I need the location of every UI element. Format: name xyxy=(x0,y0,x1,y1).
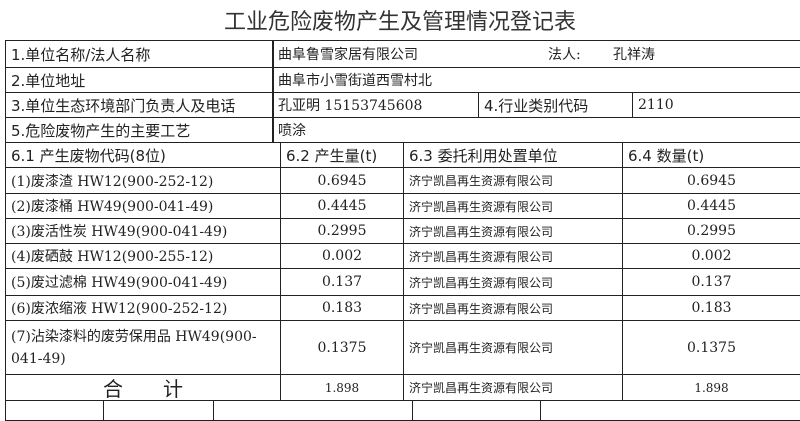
table-row-cell: 0.2995 xyxy=(622,218,800,244)
table-row-cell: 0.183 xyxy=(280,295,404,321)
process-value: 喷涂 xyxy=(272,117,800,143)
empty-cell xyxy=(103,400,214,421)
table-row-cell: 0.4445 xyxy=(280,193,404,219)
table-row-cell: 0.4445 xyxy=(622,193,800,219)
total-row-cell: 济宁凯昌再生资源有限公司 xyxy=(403,374,623,401)
name-label: 1.单位名称/法人名称 xyxy=(5,40,274,68)
industry-value: 2110 xyxy=(632,92,800,118)
column-header: 6.2 产生量(t) xyxy=(280,142,404,168)
empty-cell xyxy=(213,400,413,421)
contact-value: 孔亚明 15153745608 xyxy=(272,92,479,118)
column-header: 6.3 委托利用处置单位 xyxy=(403,142,623,168)
table-row-cell: 0.002 xyxy=(622,243,800,269)
address-value: 曲阜市小雪街道西雪村北 xyxy=(272,67,800,93)
total-row-cell: 1.898 xyxy=(622,374,800,401)
table-row-cell: 0.6945 xyxy=(280,167,404,194)
table-row-cell: 0.137 xyxy=(622,268,800,296)
table-row-cell: 0.002 xyxy=(280,243,404,269)
total-row-cell: 合 计 xyxy=(5,374,281,401)
table-row-cell: 济宁凯昌再生资源有限公司 xyxy=(403,295,623,321)
table-row-cell: 济宁凯昌再生资源有限公司 xyxy=(403,218,623,244)
table-row-cell: 济宁凯昌再生资源有限公司 xyxy=(403,320,623,375)
column-header: 6.4 数量(t) xyxy=(622,142,800,168)
table-row-cell: 济宁凯昌再生资源有限公司 xyxy=(403,268,623,296)
table-row-cell: (4)废硒鼓 HW12(900-255-12) xyxy=(5,243,281,269)
table-row-cell: 0.6945 xyxy=(622,167,800,194)
page-title: 工业危险废物产生及管理情况登记表 xyxy=(223,10,576,35)
table-row-cell: (5)废过滤棉 HW49(900-041-49) xyxy=(5,268,281,296)
empty-cell xyxy=(540,400,800,421)
legal-label: 法人: xyxy=(548,47,581,63)
total-row-cell: 1.898 xyxy=(280,374,404,401)
table-row-cell: (7)沾染漆料的废劳保用品 HW49(900-041-49) xyxy=(5,320,281,375)
table-row-cell: 济宁凯昌再生资源有限公司 xyxy=(403,243,623,269)
column-header: 6.1 产生废物代码(8位) xyxy=(5,142,281,168)
table-row-cell: 济宁凯昌再生资源有限公司 xyxy=(403,167,623,194)
contact-label: 3.单位生态环境部门负责人及电话 xyxy=(5,92,274,118)
empty-cell xyxy=(412,400,541,421)
address-label: 2.单位地址 xyxy=(5,67,274,93)
table-row-cell: 0.1375 xyxy=(622,320,800,375)
industry-label: 4.行业类别代码 xyxy=(478,92,633,118)
table-row-cell: 0.183 xyxy=(622,295,800,321)
table-row-cell: (6)废浓缩液 HW12(900-252-12) xyxy=(5,295,281,321)
company-name: 曲阜鲁雪家居有限公司 xyxy=(278,47,418,63)
name-value: 曲阜鲁雪家居有限公司 法人: 孔祥涛 xyxy=(272,40,800,68)
legal-value: 孔祥涛 xyxy=(613,47,655,63)
table-row-cell: 0.1375 xyxy=(280,320,404,375)
process-label: 5.危险废物产生的主要工艺 xyxy=(5,117,274,143)
table-row-cell: 0.2995 xyxy=(280,218,404,244)
table-row-cell: (2)废漆桶 HW49(900-041-49) xyxy=(5,193,281,219)
table-row-cell: 0.137 xyxy=(280,268,404,296)
table-row-cell: (1)废漆渣 HW12(900-252-12) xyxy=(5,167,281,194)
table-row-cell: (3)废活性炭 HW49(900-041-49) xyxy=(5,218,281,244)
table-row-cell: 济宁凯昌再生资源有限公司 xyxy=(403,193,623,219)
empty-cell xyxy=(5,400,104,421)
